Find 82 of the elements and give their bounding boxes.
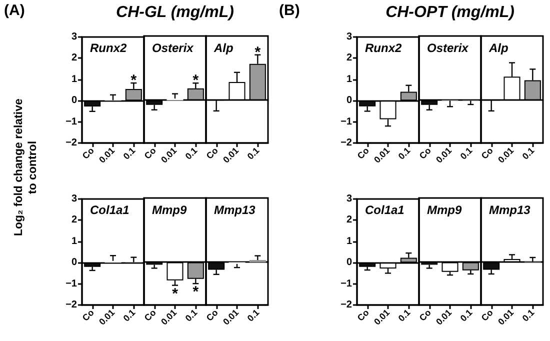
y-tick-label: −1: [340, 278, 352, 290]
text: (B): [279, 2, 300, 19]
x-tick-label: Co: [355, 307, 372, 324]
y-axis-title: Log₂ fold change relative to control: [12, 97, 40, 238]
x-tick-label: 0.1: [396, 307, 412, 324]
annotation: *: [254, 44, 261, 61]
y-tick-label: 2: [346, 214, 352, 226]
chart-title: Col1a1: [90, 203, 130, 217]
x-tick-label: 0.1: [458, 307, 474, 324]
x-tick-label: 0.1: [183, 307, 200, 324]
y-tick-label: 1: [71, 236, 78, 247]
y-tick-label: 1: [346, 74, 352, 85]
chart-title: Osterix: [427, 41, 470, 55]
y-tick-label: 3: [346, 32, 352, 42]
x-tick-label: 0.01: [434, 307, 454, 327]
y-tick-label: 0: [71, 257, 78, 268]
x-tick-label: 0.1: [121, 307, 138, 324]
y-tick-label: 0: [346, 95, 352, 106]
text: CH-GL (mg/mL): [115, 4, 235, 22]
x-tick-label: 0.01: [159, 145, 179, 165]
chart-title: Runx2: [365, 41, 402, 55]
x-tick-label: 0.01: [159, 307, 179, 327]
y-tick-label: −1: [66, 116, 78, 128]
x-tick-label: 0.1: [183, 145, 200, 162]
x-tick-label: Co: [479, 307, 496, 324]
x-tick-label: 0.01: [434, 145, 454, 165]
chart-title: Col1a1: [365, 203, 405, 217]
y-tick-label: 1: [346, 236, 352, 247]
x-tick-label: 0.1: [520, 307, 536, 324]
annotation: *: [172, 285, 178, 302]
chart-title: Osterix: [152, 41, 195, 55]
chart-title: Alp: [213, 41, 234, 55]
x-tick-label: Co: [355, 145, 372, 162]
x-tick-label: Co: [80, 307, 96, 324]
x-tick-label: 0.1: [121, 145, 138, 162]
x-tick-label: 0.1: [245, 307, 262, 324]
chart-title: Mmp13: [489, 203, 531, 217]
x-tick-label: Co: [142, 307, 158, 324]
y-tick-label: 2: [346, 52, 352, 64]
y-tick-label: 0: [346, 257, 352, 268]
y-tick-label: −2: [66, 300, 78, 310]
x-tick-label: Co: [204, 307, 220, 324]
y-tick-label: 3: [346, 194, 352, 204]
y-tick-label: 3: [71, 194, 78, 204]
x-tick-label: 0.1: [520, 145, 536, 162]
chart-title: Runx2: [90, 41, 127, 55]
annotation: *: [192, 284, 199, 301]
x-tick-label: 0.01: [372, 307, 392, 327]
x-tick-label: 0.1: [245, 145, 262, 162]
y-tick-label: 2: [71, 52, 78, 64]
y-tick-label: 0: [71, 95, 78, 106]
y-tick-label: 3: [71, 32, 78, 42]
text: (A): [4, 2, 25, 19]
x-tick-label: 0.1: [396, 145, 412, 162]
x-tick-label: 0.01: [97, 145, 117, 165]
chart-title: Alp: [488, 41, 508, 55]
chart-title: Mmp13: [214, 203, 256, 217]
x-tick-label: 0.01: [496, 145, 516, 165]
x-tick-label: 0.01: [221, 145, 241, 165]
x-tick-label: 0.01: [97, 307, 117, 327]
annotation: *: [192, 72, 199, 90]
y-tick-label: 1: [71, 74, 78, 85]
x-tick-label: Co: [479, 145, 496, 162]
annotation: *: [130, 72, 137, 90]
y-tick-label: −2: [340, 300, 352, 310]
x-tick-label: Co: [204, 145, 220, 162]
x-tick-label: 0.01: [221, 307, 241, 327]
chart-title: Mmp9: [152, 203, 187, 217]
x-tick-label: Co: [417, 145, 434, 162]
x-tick-label: 0.01: [372, 145, 392, 165]
x-tick-label: Co: [417, 307, 434, 324]
chart-title: Mmp9: [427, 203, 462, 217]
y-tick-label: −2: [66, 138, 78, 148]
x-tick-label: 0.1: [458, 145, 474, 162]
x-tick-label: Co: [142, 145, 158, 162]
x-tick-label: Co: [80, 145, 96, 162]
y-tick-label: −1: [340, 116, 352, 128]
text: CH-OPT (mg/mL): [384, 4, 516, 22]
y-tick-label: −2: [340, 138, 352, 148]
y-tick-label: 2: [71, 214, 78, 226]
y-tick-label: −1: [66, 278, 78, 290]
x-tick-label: 0.01: [496, 307, 516, 327]
